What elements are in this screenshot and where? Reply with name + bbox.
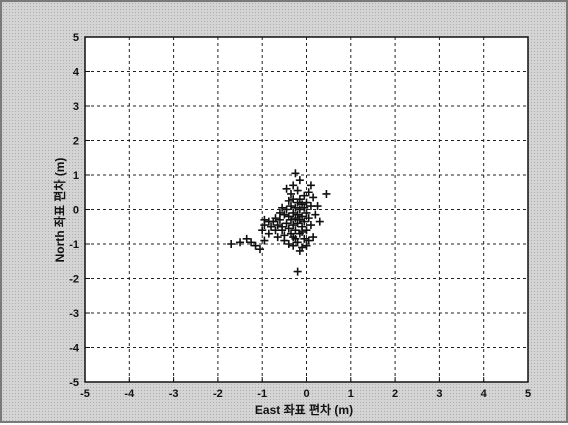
data-point: [291, 234, 300, 243]
y-tick-label: -4: [69, 343, 80, 355]
x-tick-label: -3: [169, 388, 179, 400]
x-tick-label: 1: [348, 388, 354, 400]
y-tick-label: 4: [73, 67, 80, 79]
y-tick-label: 1: [73, 170, 79, 182]
data-point: [313, 202, 322, 211]
data-point: [315, 217, 324, 226]
data-point: [289, 241, 298, 250]
data-point: [300, 191, 309, 200]
data-point: [278, 203, 287, 212]
data-point: [258, 226, 267, 235]
data-point: [289, 221, 298, 230]
data-point: [273, 233, 282, 242]
data-point: [291, 226, 300, 235]
data-point: [295, 246, 304, 255]
data-point: [227, 240, 236, 248]
data-point: [291, 169, 300, 178]
data-point: [271, 214, 280, 223]
data-point: [293, 210, 302, 219]
data-point: [295, 205, 304, 214]
data-point: [289, 181, 298, 190]
data-point: [311, 210, 320, 219]
data-point: [282, 184, 291, 193]
y-tick-label: 5: [73, 32, 79, 44]
data-point: [302, 208, 311, 217]
x-tick-label: 4: [481, 388, 488, 400]
y-tick-label: -3: [69, 308, 79, 320]
data-point: [298, 212, 307, 221]
x-tick-label: 5: [525, 388, 531, 400]
x-tick-label: -1: [257, 388, 267, 400]
data-point: [302, 226, 311, 235]
y-tick-label: 2: [73, 136, 79, 148]
data-point: [286, 215, 295, 224]
x-tick-label: 3: [436, 388, 442, 400]
data-point: [280, 210, 289, 219]
y-tick-label: -2: [69, 274, 79, 286]
data-point: [295, 195, 304, 204]
data-point: [302, 198, 311, 207]
data-point: [300, 234, 309, 243]
data-point: [291, 203, 300, 212]
data-point: [302, 241, 311, 250]
x-tick-label: 0: [303, 388, 309, 400]
y-axis-ticks: -5 -4 -3 -2 -1 0 1 2 3 4 5: [69, 32, 90, 389]
y-tick-label: -5: [69, 377, 79, 389]
data-point: [286, 189, 295, 198]
grid-lines: [85, 37, 528, 382]
data-points: [227, 169, 331, 276]
x-tick-label: -2: [213, 388, 223, 400]
data-point: [264, 217, 273, 226]
data-point: [322, 189, 331, 198]
data-point: [275, 215, 284, 224]
data-point: [306, 221, 315, 230]
data-point: [275, 208, 284, 217]
data-point: [284, 240, 293, 248]
x-tick-label: 2: [392, 388, 398, 400]
data-point: [284, 196, 293, 205]
data-point: [267, 222, 276, 231]
data-point: [255, 245, 264, 254]
data-point: [286, 202, 295, 211]
data-point: [300, 217, 309, 226]
data-point: [251, 241, 260, 250]
data-point: [264, 229, 273, 238]
x-axis-label: East 좌표 편차 (m): [255, 402, 353, 417]
y-tick-label: -1: [69, 239, 79, 251]
y-tick-label: 0: [73, 205, 79, 217]
data-point: [304, 236, 313, 245]
x-axis-ticks: -5 -4 -3 -2 -1 0 1 2 3 4 5: [80, 377, 531, 400]
x-tick-label: -4: [124, 388, 135, 400]
y-tick-label: 3: [73, 101, 79, 113]
data-point: [282, 219, 291, 228]
data-point: [309, 233, 318, 242]
data-point: [278, 226, 287, 235]
data-point: [260, 236, 269, 245]
data-point: [306, 181, 315, 190]
data-point: [286, 229, 295, 238]
data-point: [293, 186, 302, 195]
data-point: [236, 238, 245, 247]
y-axis-label: North 좌표 편차 (m): [52, 158, 67, 263]
data-point: [304, 214, 313, 223]
data-point: [280, 236, 289, 245]
data-point: [298, 227, 307, 236]
data-point: [273, 221, 282, 230]
data-point: [284, 224, 293, 233]
data-point: [289, 208, 298, 217]
data-point: [309, 193, 318, 202]
data-point: [247, 238, 256, 247]
data-point: [295, 176, 304, 185]
x-tick-label: -5: [80, 388, 90, 400]
data-point: [242, 234, 251, 243]
data-point: [282, 205, 291, 214]
data-point: [304, 188, 313, 197]
data-point: [260, 215, 269, 224]
data-point: [300, 203, 309, 212]
data-point: [293, 267, 302, 276]
